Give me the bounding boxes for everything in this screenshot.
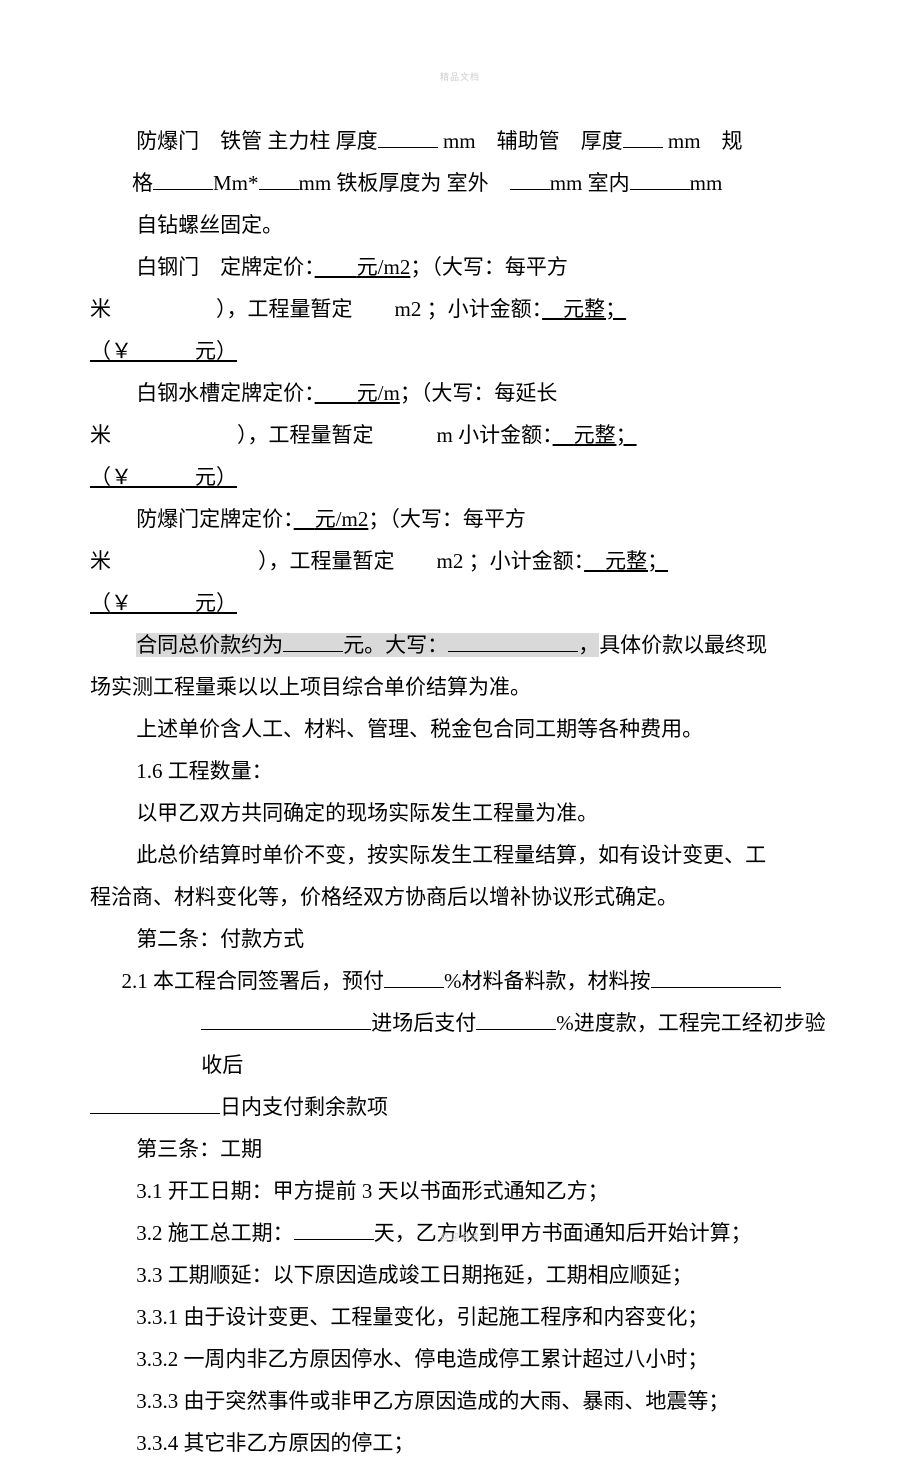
text: 白钢门 定牌定价： xyxy=(136,255,315,279)
text: mm 规 xyxy=(663,129,743,153)
line-15: 上述单价含人工、材料、管理、税金包合同工期等各种费用。 xyxy=(90,708,830,750)
blank-field xyxy=(448,631,578,652)
highlight-span: 合同总价款约为 元。大写： ， xyxy=(136,633,599,657)
blank-field xyxy=(90,1093,220,1114)
line-1: 防爆门 铁管 主力柱 厚度 mm 辅助管 厚度 mm 规 xyxy=(90,120,830,162)
text: mm 铁板厚度为 室外 xyxy=(299,171,510,195)
blank-field xyxy=(153,169,213,190)
line-30: 3.3.3 由于突然事件或非甲乙方原因造成的大雨、暴雨、地震等； xyxy=(90,1380,830,1422)
line-2: 格 Mm* mm 铁板厚度为 室外 mm 室内 mm xyxy=(90,162,830,204)
blank-field xyxy=(630,169,690,190)
blank-field xyxy=(378,127,438,148)
document-body: 防爆门 铁管 主力柱 厚度 mm 辅助管 厚度 mm 规 格 Mm* mm 铁板厚度… xyxy=(90,120,830,1464)
text: mm xyxy=(690,171,723,195)
line-3: 自钻螺丝固定。 xyxy=(90,204,830,246)
blank-field xyxy=(623,127,663,148)
text: 防爆门 铁管 主力柱 厚度 xyxy=(136,129,378,153)
text: 合同总价款约为 xyxy=(136,633,283,657)
blank-field xyxy=(201,1009,371,1030)
text: 元/m2 xyxy=(315,507,369,531)
amt-underline: 元整； xyxy=(542,297,626,321)
line-14: 场实测工程量乘以以上项目综合单价结算为准。 xyxy=(90,666,830,708)
line-27: 3.3 工期顺延：以下原因造成竣工日期拖延，工期相应顺延； xyxy=(90,1254,830,1296)
text: 具体价款以最终现 xyxy=(599,633,767,657)
text: 元整； xyxy=(605,549,668,573)
line-7: 白钢水槽定牌定价： 元/m；（大写：每延长 xyxy=(90,372,830,414)
line-5: 米 ），工程量暂定 m2 ；小计金额： 元整； xyxy=(90,288,830,330)
line-31: 3.3.4 其它非乙方原因的停工； xyxy=(90,1422,830,1464)
line-11: 米 ），工程量暂定 m2 ；小计金额： 元整； xyxy=(90,540,830,582)
text: Mm* xyxy=(213,171,259,195)
watermark-top: 精品文档 xyxy=(440,68,480,86)
line-19: 程洽商、材料变化等，价格经双方协商后以增补协议形式确定。 xyxy=(90,876,830,918)
line-9: （￥ 元） xyxy=(90,456,830,498)
text: 米 ），工程量暂定 m2 ；小计金额： xyxy=(90,297,542,321)
text: ， xyxy=(578,633,599,657)
text: 3.2 施工总工期： xyxy=(136,1221,294,1245)
text: 元/m2 xyxy=(357,255,411,279)
line-16: 1.6 工程数量： xyxy=(90,750,830,792)
text: 防爆门定牌定价： xyxy=(136,507,294,531)
text: 格 xyxy=(132,171,153,195)
price-underline: 元/m2 xyxy=(294,507,369,531)
text: 2.1 本工程合同签署后，预付 xyxy=(122,969,385,993)
text: 白钢水槽定牌定价： xyxy=(136,381,315,405)
line-21: 2.1 本工程合同签署后，预付 %材料备料款，材料按 xyxy=(90,960,830,1002)
text: 元。大写： xyxy=(343,633,448,657)
watermark-bottom: 欢迎阅读 xyxy=(440,1228,480,1246)
text: 米 ），工程量暂定 m2 ；小计金额： xyxy=(90,549,584,573)
text: 日内支付剩余款项 xyxy=(220,1095,388,1119)
blank-field xyxy=(476,1009,556,1030)
text: ；（大写：每平方 xyxy=(368,507,526,531)
blank-field xyxy=(651,967,781,988)
text: 元/m xyxy=(357,381,400,405)
text: %材料备料款，材料按 xyxy=(444,969,651,993)
line-24: 第三条：工期 xyxy=(90,1128,830,1170)
text: mm 室内 xyxy=(550,171,630,195)
text: 元整； xyxy=(563,297,626,321)
line-13: 合同总价款约为 元。大写： ，具体价款以最终现 xyxy=(90,624,830,666)
line-29: 3.3.2 一周内非乙方原因停水、停电造成停工累计超过八小时； xyxy=(90,1338,830,1380)
price-underline: 元/m xyxy=(315,381,400,405)
line-6: （￥ 元） xyxy=(90,330,830,372)
blank-field xyxy=(283,631,343,652)
text: mm 辅助管 厚度 xyxy=(438,129,623,153)
text: ；（大写：每延长 xyxy=(400,381,558,405)
price-underline: 元/m2 xyxy=(315,255,411,279)
line-25: 3.1 开工日期：甲方提前 3 天以书面形式通知乙方； xyxy=(90,1170,830,1212)
line-23: 日内支付剩余款项 xyxy=(90,1086,830,1128)
line-17: 以甲乙双方共同确定的现场实际发生工程量为准。 xyxy=(90,792,830,834)
line-18: 此总价结算时单价不变，按实际发生工程量结算，如有设计变更、工 xyxy=(90,834,830,876)
text: 米 ），工程量暂定 m 小计金额： xyxy=(90,423,553,447)
line-28: 3.3.1 由于设计变更、工程量变化，引起施工程序和内容变化； xyxy=(90,1296,830,1338)
line-10: 防爆门定牌定价： 元/m2；（大写：每平方 xyxy=(90,498,830,540)
text: 天，乙方收到甲方书面通知后开始计算； xyxy=(374,1221,752,1245)
line-22: 进场后支付%进度款，工程完工经初步验收后 xyxy=(90,1002,830,1086)
line-4: 白钢门 定牌定价： 元/m2；（大写：每平方 xyxy=(90,246,830,288)
line-20: 第二条：付款方式 xyxy=(90,918,830,960)
line-8: 米 ），工程量暂定 m 小计金额： 元整； xyxy=(90,414,830,456)
text: 进场后支付 xyxy=(371,1011,476,1035)
blank-field xyxy=(510,169,550,190)
blank-field xyxy=(384,967,444,988)
text: ；（大写：每平方 xyxy=(410,255,568,279)
amt-underline: 元整； xyxy=(553,423,637,447)
amt-underline: 元整； xyxy=(584,549,668,573)
line-12: （￥ 元） xyxy=(90,582,830,624)
text: 元整； xyxy=(574,423,637,447)
blank-field xyxy=(294,1219,374,1240)
blank-field xyxy=(259,169,299,190)
